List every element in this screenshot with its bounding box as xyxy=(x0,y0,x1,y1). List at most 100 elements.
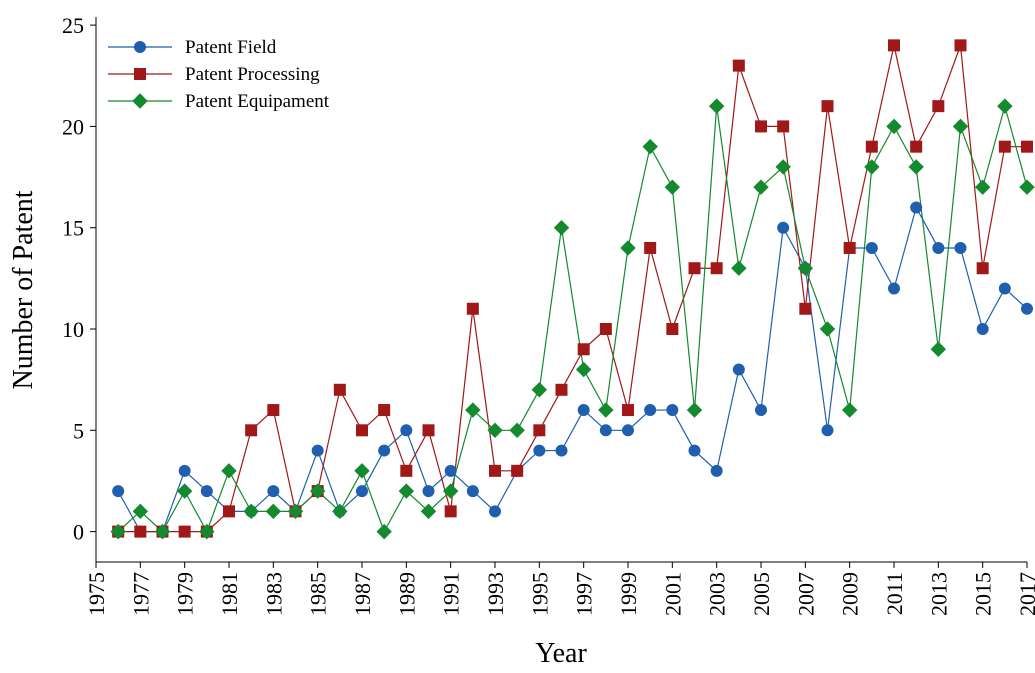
data-point xyxy=(134,525,147,538)
data-point xyxy=(110,523,126,540)
data-point xyxy=(755,404,767,417)
data-point xyxy=(819,321,836,337)
data-point xyxy=(976,262,989,275)
data-point xyxy=(1021,302,1033,315)
data-point xyxy=(422,424,435,437)
data-point xyxy=(333,383,346,396)
y-tick-label: 20 xyxy=(62,114,84,139)
y-tick-label: 15 xyxy=(62,216,84,241)
data-point xyxy=(332,503,348,520)
data-point xyxy=(930,341,947,357)
data-point xyxy=(553,219,570,236)
data-point xyxy=(599,323,612,336)
x-tick-label: 2005 xyxy=(749,572,774,616)
data-point xyxy=(199,523,215,540)
data-point xyxy=(644,404,657,417)
data-point xyxy=(356,424,368,437)
x-tick-label: 2011 xyxy=(882,572,907,615)
x-tick-label: 2003 xyxy=(705,572,730,616)
data-point xyxy=(622,404,634,417)
data-point xyxy=(998,140,1011,153)
data-point xyxy=(444,505,457,518)
data-point xyxy=(533,444,546,457)
data-point xyxy=(221,463,237,479)
y-axis-title: Number of Patent xyxy=(8,190,39,389)
x-tick-label: 2013 xyxy=(926,572,951,616)
data-point xyxy=(888,282,900,295)
data-point xyxy=(710,262,723,275)
x-tick-label: 1989 xyxy=(394,572,419,616)
data-point xyxy=(666,323,679,336)
data-point xyxy=(644,241,657,254)
data-point xyxy=(378,404,391,417)
data-point xyxy=(753,179,769,195)
data-point xyxy=(688,444,701,457)
data-point xyxy=(487,422,503,439)
data-point xyxy=(622,424,634,437)
data-point xyxy=(223,505,235,518)
data-point xyxy=(420,503,437,520)
x-tick-label: 1995 xyxy=(527,572,552,616)
data-point xyxy=(775,159,791,175)
data-point xyxy=(997,98,1013,114)
x-tick-label: 2015 xyxy=(971,572,996,616)
x-tick-label: 1997 xyxy=(572,572,597,616)
data-point xyxy=(932,100,945,113)
x-tick-label: 1977 xyxy=(128,572,153,616)
data-point xyxy=(245,424,258,437)
data-point xyxy=(620,240,636,256)
x-tick-label: 1991 xyxy=(439,572,464,616)
data-point xyxy=(642,138,658,155)
data-point xyxy=(777,120,790,133)
legend-marker xyxy=(134,41,146,53)
x-axis-title: Year xyxy=(535,638,587,669)
data-point xyxy=(910,140,923,153)
y-tick-label: 0 xyxy=(73,520,84,545)
x-tick-label: 1981 xyxy=(217,572,242,616)
data-point xyxy=(243,503,259,520)
data-point xyxy=(466,302,479,315)
data-point xyxy=(287,503,304,520)
x-tick-label: 1987 xyxy=(350,572,375,616)
legend-marker xyxy=(134,68,146,80)
data-point xyxy=(908,159,924,175)
data-point xyxy=(731,260,747,276)
data-point xyxy=(489,505,501,518)
data-point xyxy=(309,483,326,499)
x-tick-label: 1983 xyxy=(261,572,286,616)
y-tick-label: 10 xyxy=(62,317,84,342)
data-point xyxy=(952,118,969,135)
data-point xyxy=(864,159,880,175)
data-point xyxy=(974,179,991,195)
data-point xyxy=(154,523,171,540)
data-point xyxy=(708,98,725,114)
legend-label: Patent Field xyxy=(185,37,277,58)
data-point xyxy=(886,118,902,135)
data-point xyxy=(466,485,479,498)
data-point xyxy=(910,201,923,214)
data-point xyxy=(398,483,415,499)
data-point xyxy=(841,402,858,418)
data-point xyxy=(200,485,213,498)
data-point xyxy=(575,361,592,378)
legend-marker xyxy=(132,93,148,109)
data-point xyxy=(1019,179,1035,195)
x-tick-label: 1993 xyxy=(483,572,508,616)
data-point xyxy=(599,424,612,437)
x-tick-label: 1999 xyxy=(616,572,641,616)
data-point xyxy=(799,302,812,315)
data-point xyxy=(954,241,967,254)
data-point xyxy=(686,402,703,418)
data-point xyxy=(598,402,614,418)
data-point xyxy=(666,404,679,417)
data-point xyxy=(1021,140,1033,153)
series-line xyxy=(117,103,1028,534)
data-point xyxy=(176,483,193,499)
x-tick-label: 2001 xyxy=(660,572,685,616)
data-point xyxy=(465,402,481,418)
x-tick-label: 2009 xyxy=(838,572,863,616)
data-point xyxy=(533,424,546,437)
data-point xyxy=(732,363,745,376)
